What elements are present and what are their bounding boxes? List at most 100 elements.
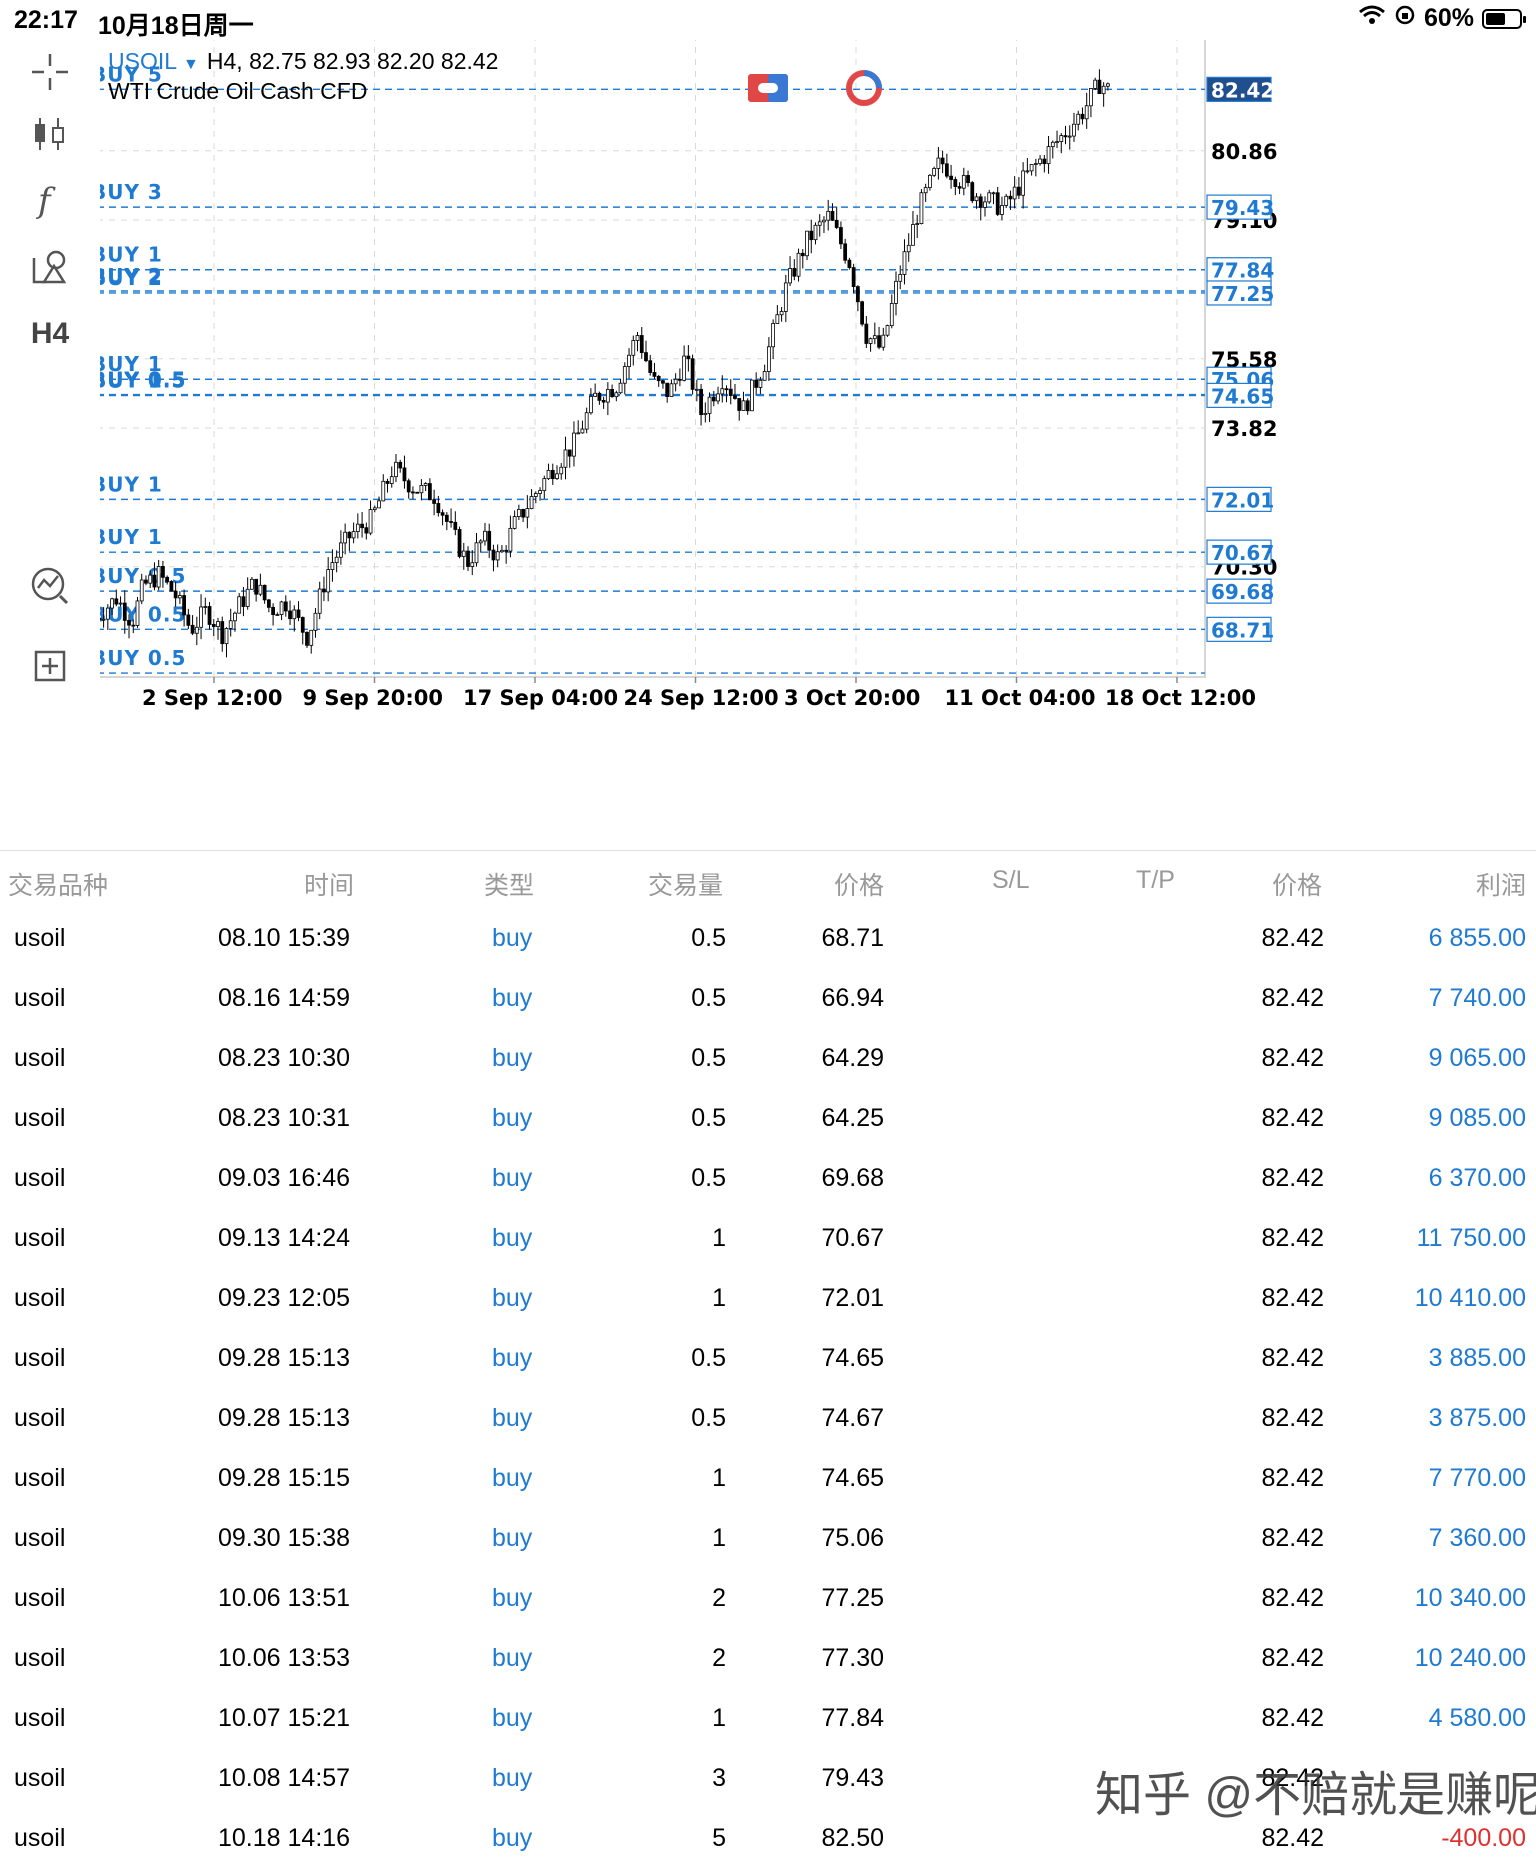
position-row[interactable]: usoil 09.28 15:13 buy 0.5 74.67 82.42 3 875.00 bbox=[0, 1390, 1536, 1450]
battery-icon bbox=[1482, 8, 1526, 29]
position-row[interactable]: usoil 10.07 15:21 buy 1 77.84 82.42 4 580.00 bbox=[0, 1690, 1536, 1750]
header-type[interactable]: 类型 bbox=[484, 872, 535, 900]
order-price-label: 74.65 bbox=[1211, 384, 1274, 408]
chart-symbol[interactable]: USOIL bbox=[108, 48, 178, 74]
position-row[interactable]: usoil 10.08 14:57 buy 3 79.43 82.42 bbox=[0, 1750, 1536, 1810]
position-volume: 1 bbox=[712, 1464, 726, 1492]
candle-body bbox=[508, 527, 513, 552]
candle-body bbox=[487, 530, 492, 551]
position-row[interactable]: usoil 09.30 15:38 buy 1 75.06 82.42 7 360.00 bbox=[0, 1510, 1536, 1570]
header-symbol[interactable]: 交易品种 bbox=[8, 872, 109, 900]
candle-body bbox=[419, 485, 424, 494]
position-profit: -400.00 bbox=[1441, 1824, 1526, 1852]
candle-body bbox=[584, 412, 589, 430]
candle-body bbox=[983, 201, 987, 208]
candle-body bbox=[127, 620, 131, 626]
position-volume: 0.5 bbox=[691, 924, 726, 952]
candle-body bbox=[381, 480, 386, 502]
candle-body bbox=[271, 606, 275, 616]
position-symbol: usoil bbox=[14, 1704, 66, 1732]
position-current-price: 82.42 bbox=[1261, 1824, 1324, 1852]
candle-body bbox=[576, 432, 581, 435]
time-tick-label: 3 Oct 20:00 bbox=[784, 686, 920, 710]
chart-description: WTI Crude Oil Cash CFD bbox=[108, 78, 368, 104]
candlestick-icon[interactable] bbox=[18, 102, 82, 166]
time-tick-label: 9 Sep 20:00 bbox=[303, 686, 443, 710]
position-symbol: usoil bbox=[14, 1824, 66, 1852]
position-row[interactable]: usoil 09.13 14:24 buy 1 70.67 82.42 11 750.00 bbox=[0, 1210, 1536, 1270]
indicator-f-icon[interactable]: f bbox=[18, 168, 82, 232]
position-volume: 2 bbox=[712, 1644, 726, 1672]
position-open-price: 69.68 bbox=[821, 1164, 884, 1192]
add-window-icon[interactable] bbox=[18, 634, 82, 698]
position-type: buy bbox=[492, 1044, 533, 1072]
position-current-price: 82.42 bbox=[1261, 1764, 1324, 1792]
candle-body bbox=[639, 335, 644, 353]
candle-body bbox=[148, 574, 153, 584]
position-row[interactable]: usoil 08.10 15:39 buy 0.5 68.71 82.42 6 855.00 bbox=[0, 910, 1536, 970]
position-row[interactable]: usoil 10.06 13:53 buy 2 77.30 82.42 10 240.00 bbox=[0, 1630, 1536, 1690]
position-volume: 2 bbox=[712, 1584, 726, 1612]
candle-body bbox=[521, 509, 525, 518]
candle-body bbox=[928, 174, 932, 189]
analytics-icon[interactable] bbox=[18, 554, 82, 618]
position-volume: 3 bbox=[712, 1764, 726, 1792]
signal-status-icon[interactable] bbox=[844, 70, 884, 106]
objects-icon[interactable] bbox=[18, 234, 82, 298]
candle-body bbox=[461, 550, 466, 557]
position-row[interactable]: usoil 10.06 13:51 buy 2 77.25 82.42 10 340.00 bbox=[0, 1570, 1536, 1630]
position-row[interactable]: usoil 08.16 14:59 buy 0.5 66.94 82.42 7 740.00 bbox=[0, 970, 1536, 1030]
candle-body bbox=[478, 540, 483, 544]
candle-body bbox=[775, 314, 780, 324]
position-row[interactable]: usoil 09.03 16:46 buy 0.5 69.68 82.42 6 370.00 bbox=[0, 1150, 1536, 1210]
candle-body bbox=[813, 224, 818, 241]
candle-body bbox=[1008, 195, 1013, 200]
header-profit[interactable]: 利润 bbox=[1476, 872, 1527, 900]
candle-body bbox=[618, 382, 623, 394]
header-current-price[interactable]: 价格 bbox=[1272, 872, 1323, 900]
crosshair-icon[interactable] bbox=[18, 40, 82, 104]
position-open-price: 70.67 bbox=[821, 1224, 884, 1252]
one-click-trading-icon[interactable] bbox=[748, 70, 788, 106]
candle-body bbox=[860, 301, 864, 325]
position-profit: 11 750.00 bbox=[1416, 1224, 1526, 1252]
position-current-price: 82.42 bbox=[1261, 984, 1324, 1012]
position-row[interactable]: usoil 09.23 12:05 buy 1 72.01 82.42 10 410.00 bbox=[0, 1270, 1536, 1330]
header-tp[interactable]: T/P bbox=[1136, 866, 1175, 894]
position-row[interactable]: usoil 10.18 14:16 buy 5 82.50 82.42 -400.00 bbox=[0, 1810, 1536, 1870]
candle-body bbox=[139, 579, 144, 602]
header-price[interactable]: 价格 bbox=[834, 872, 885, 900]
symbol-dropdown-icon[interactable]: ▼ bbox=[183, 56, 199, 73]
timeframe-button[interactable]: H4 bbox=[30, 317, 70, 350]
position-row[interactable]: usoil 08.23 10:31 buy 0.5 64.25 82.42 9 085.00 bbox=[0, 1090, 1536, 1150]
position-type: buy bbox=[492, 1164, 533, 1192]
candle-body bbox=[724, 388, 729, 391]
status-date: 10月18日周一 bbox=[98, 12, 254, 40]
candle-body bbox=[834, 219, 839, 228]
position-type: buy bbox=[492, 924, 533, 952]
candle-body bbox=[694, 388, 699, 391]
candle-body bbox=[716, 393, 720, 402]
candle-body bbox=[529, 496, 534, 509]
current-price-box bbox=[1206, 76, 1272, 102]
position-row[interactable]: usoil 09.28 15:15 buy 1 74.65 82.42 7 770.00 bbox=[0, 1450, 1536, 1510]
header-volume[interactable]: 交易量 bbox=[648, 872, 724, 900]
price-chart[interactable]: 2 Sep 12:00 9 Sep 20:00 17 Sep 04:00 24 Sep… bbox=[100, 40, 1536, 850]
candle-body bbox=[656, 375, 661, 382]
position-type: buy bbox=[492, 984, 533, 1012]
candle-body bbox=[855, 286, 860, 303]
candle-body bbox=[1059, 135, 1064, 143]
header-time[interactable]: 时间 bbox=[304, 872, 355, 900]
position-row[interactable]: usoil 08.23 10:30 buy 0.5 64.29 82.42 9 065.00 bbox=[0, 1030, 1536, 1090]
candle-body bbox=[936, 157, 941, 169]
candle-body bbox=[1089, 88, 1093, 107]
chart-canvas[interactable]: 2 Sep 12:00 9 Sep 20:00 17 Sep 04:00 24 Sep… bbox=[100, 40, 1536, 850]
header-sl[interactable]: S/L bbox=[992, 866, 1030, 894]
candle-body bbox=[839, 227, 843, 245]
position-time: 08.10 15:39 bbox=[218, 924, 351, 952]
position-row[interactable]: usoil 09.28 15:13 buy 0.5 74.65 82.42 3 885.00 bbox=[0, 1330, 1536, 1390]
position-profit: 10 240.00 bbox=[1414, 1644, 1526, 1672]
order-price-box bbox=[1206, 280, 1272, 306]
candle-body bbox=[589, 396, 593, 414]
candle-body bbox=[805, 230, 809, 257]
